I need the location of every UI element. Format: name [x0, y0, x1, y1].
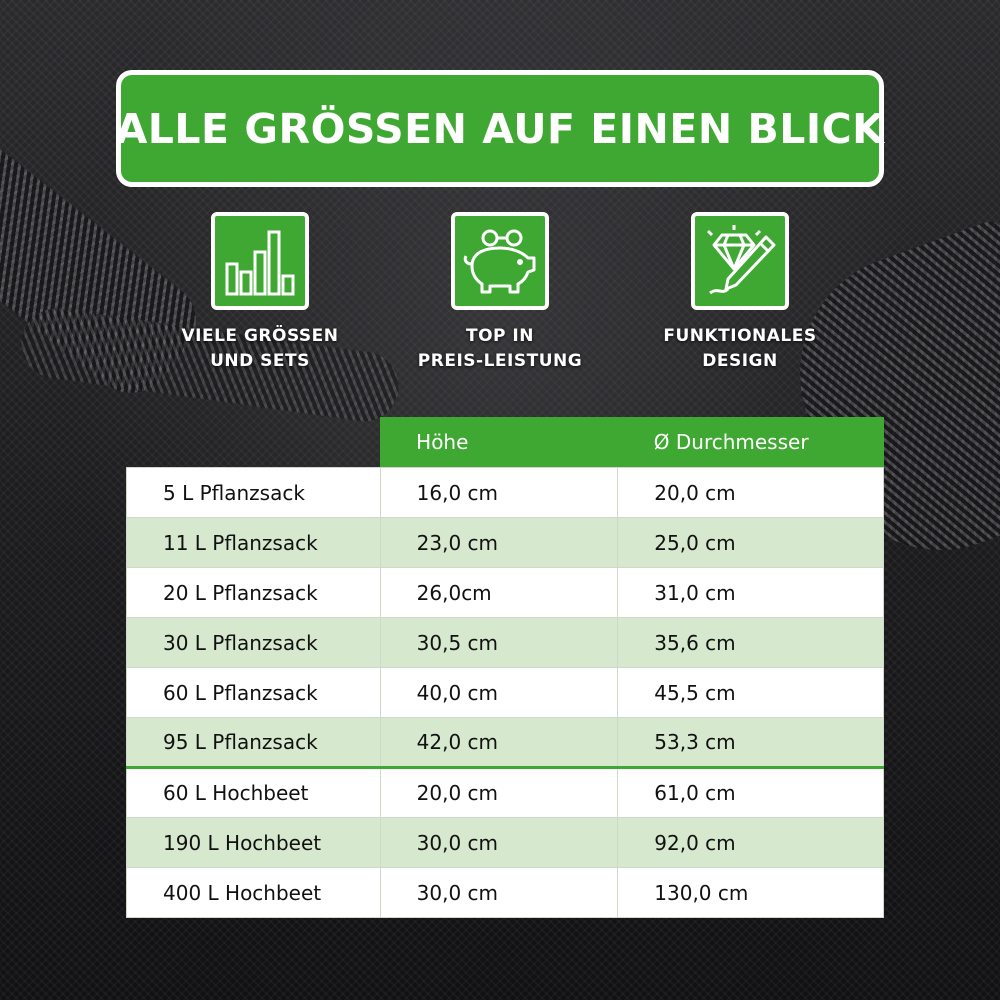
- product-name: 190 L Hochbeet: [126, 817, 381, 868]
- table-row: 60 L Pflanzsack 40,0 cm 45,5 cm: [126, 667, 884, 718]
- diameter-value: 20,0 cm: [617, 467, 884, 518]
- header-diameter: Ø Durchmesser: [617, 417, 884, 468]
- feature-sizes: VIELE GRÖSSEN UND SETS: [140, 212, 380, 374]
- feature-label: VIELE GRÖSSEN UND SETS: [181, 326, 339, 371]
- feature-label: TOP IN PREIS-LEISTUNG: [417, 326, 583, 371]
- height-value: 40,0 cm: [379, 667, 619, 718]
- bar-chart-icon: [211, 212, 309, 310]
- table-row: 95 L Pflanzsack 42,0 cm 53,3 cm: [126, 717, 884, 768]
- diameter-value: 31,0 cm: [617, 567, 884, 618]
- table-row: 20 L Pflanzsack 26,0cm 31,0 cm: [126, 567, 884, 618]
- product-name: 60 L Hochbeet: [126, 766, 381, 818]
- diameter-value: 92,0 cm: [617, 817, 884, 868]
- diameter-value: 130,0 cm: [617, 867, 884, 918]
- height-value: 42,0 cm: [379, 717, 619, 768]
- header-height: Höhe: [380, 417, 618, 468]
- table-row: 60 L Hochbeet 20,0 cm 61,0 cm: [126, 766, 884, 818]
- title-banner: ALLE GRÖSSEN AUF EINEN BLICK: [116, 70, 884, 187]
- diameter-value: 35,6 cm: [617, 617, 884, 668]
- table-row: 190 L Hochbeet 30,0 cm 92,0 cm: [126, 817, 884, 868]
- table-header-row: Höhe Ø Durchmesser: [127, 417, 884, 468]
- table-row: 30 L Pflanzsack 30,5 cm 35,6 cm: [126, 617, 884, 668]
- height-value: 30,0 cm: [379, 867, 619, 918]
- diameter-value: 61,0 cm: [617, 766, 884, 818]
- product-name: 11 L Pflanzsack: [126, 517, 381, 568]
- size-table: Höhe Ø Durchmesser 5 L Pflanzsack 16,0 c…: [126, 417, 884, 918]
- diameter-value: 45,5 cm: [617, 667, 884, 718]
- product-name: 400 L Hochbeet: [126, 867, 381, 918]
- height-value: 23,0 cm: [379, 517, 619, 568]
- table-row: 400 L Hochbeet 30,0 cm 130,0 cm: [126, 867, 884, 918]
- table-row: 11 L Pflanzsack 23,0 cm 25,0 cm: [126, 517, 884, 568]
- page-title: ALLE GRÖSSEN AUF EINEN BLICK: [115, 104, 885, 153]
- product-name: 60 L Pflanzsack: [126, 667, 381, 718]
- diameter-value: 25,0 cm: [617, 517, 884, 568]
- height-value: 16,0 cm: [379, 467, 619, 518]
- height-value: 26,0cm: [379, 567, 619, 618]
- diamond-pencil-icon: [691, 212, 789, 310]
- height-value: 30,5 cm: [379, 617, 619, 668]
- product-name: 20 L Pflanzsack: [126, 567, 381, 618]
- piggy-bank-icon: [451, 212, 549, 310]
- table-header-cell: [127, 417, 381, 468]
- height-value: 30,0 cm: [379, 817, 619, 868]
- product-name: 95 L Pflanzsack: [126, 717, 381, 768]
- product-name: 30 L Pflanzsack: [126, 617, 381, 668]
- height-value: 20,0 cm: [379, 766, 619, 818]
- feature-label: FUNKTIONALES DESIGN: [663, 326, 817, 371]
- diameter-value: 53,3 cm: [617, 717, 884, 768]
- product-name: 5 L Pflanzsack: [126, 467, 381, 518]
- table-row: 5 L Pflanzsack 16,0 cm 20,0 cm: [126, 467, 884, 518]
- feature-price: TOP IN PREIS-LEISTUNG: [380, 212, 620, 374]
- feature-design: FUNKTIONALES DESIGN: [620, 212, 860, 374]
